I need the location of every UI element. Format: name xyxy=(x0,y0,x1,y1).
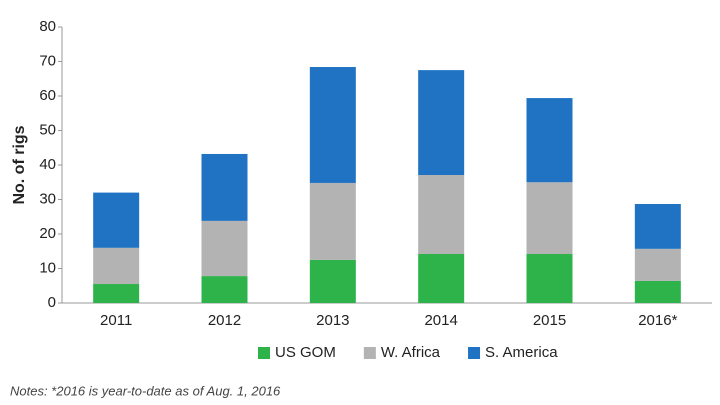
x-tick-label: 2011 xyxy=(100,312,132,329)
bar-segment xyxy=(526,98,573,183)
bar-segment xyxy=(634,280,681,303)
bar-segment xyxy=(309,67,356,183)
y-tick-label: 70 xyxy=(39,52,56,69)
x-tick-label: 2016* xyxy=(638,312,677,329)
legend-label: W. Africa xyxy=(381,344,441,361)
y-tick-label: 30 xyxy=(39,190,56,207)
bar-segment xyxy=(201,220,248,277)
note: Notes: *2016 is year-to-date as of Aug. … xyxy=(10,383,281,398)
legend-label: S. America xyxy=(485,344,558,361)
bar-segment xyxy=(309,182,356,260)
legend-swatch xyxy=(363,347,376,359)
bar-segment xyxy=(93,247,140,285)
legend-swatch xyxy=(468,347,481,359)
y-tick-label: 0 xyxy=(48,294,56,311)
y-tick-label: 60 xyxy=(39,87,56,104)
y-tick-label: 40 xyxy=(39,156,56,173)
legend-swatch xyxy=(258,347,270,359)
bar-segment xyxy=(634,248,681,281)
y-axis-label: No. of rigs xyxy=(11,125,28,204)
bar-segment xyxy=(309,259,356,303)
y-tick-label: 50 xyxy=(39,121,56,138)
bar-segment xyxy=(634,203,681,249)
y-tick-label: 80 xyxy=(39,18,56,35)
x-tick-label: 2012 xyxy=(208,312,241,329)
bar-segment xyxy=(418,254,465,303)
bar-segment xyxy=(201,276,248,303)
y-tick-label: 10 xyxy=(39,259,56,276)
x-tick-label: 2013 xyxy=(316,312,349,329)
bar-segment xyxy=(526,254,573,303)
bar-segment xyxy=(418,175,465,255)
y-tick-label: 20 xyxy=(39,225,56,242)
x-tick-label: 2014 xyxy=(424,312,457,329)
legend-label: US GOM xyxy=(275,344,336,361)
bar-segment xyxy=(93,192,140,248)
bar-segment xyxy=(93,284,140,303)
bar-segment xyxy=(418,70,465,176)
bar-segment xyxy=(526,182,573,255)
x-tick-label: 2015 xyxy=(533,312,566,329)
bar-segment xyxy=(201,153,248,221)
